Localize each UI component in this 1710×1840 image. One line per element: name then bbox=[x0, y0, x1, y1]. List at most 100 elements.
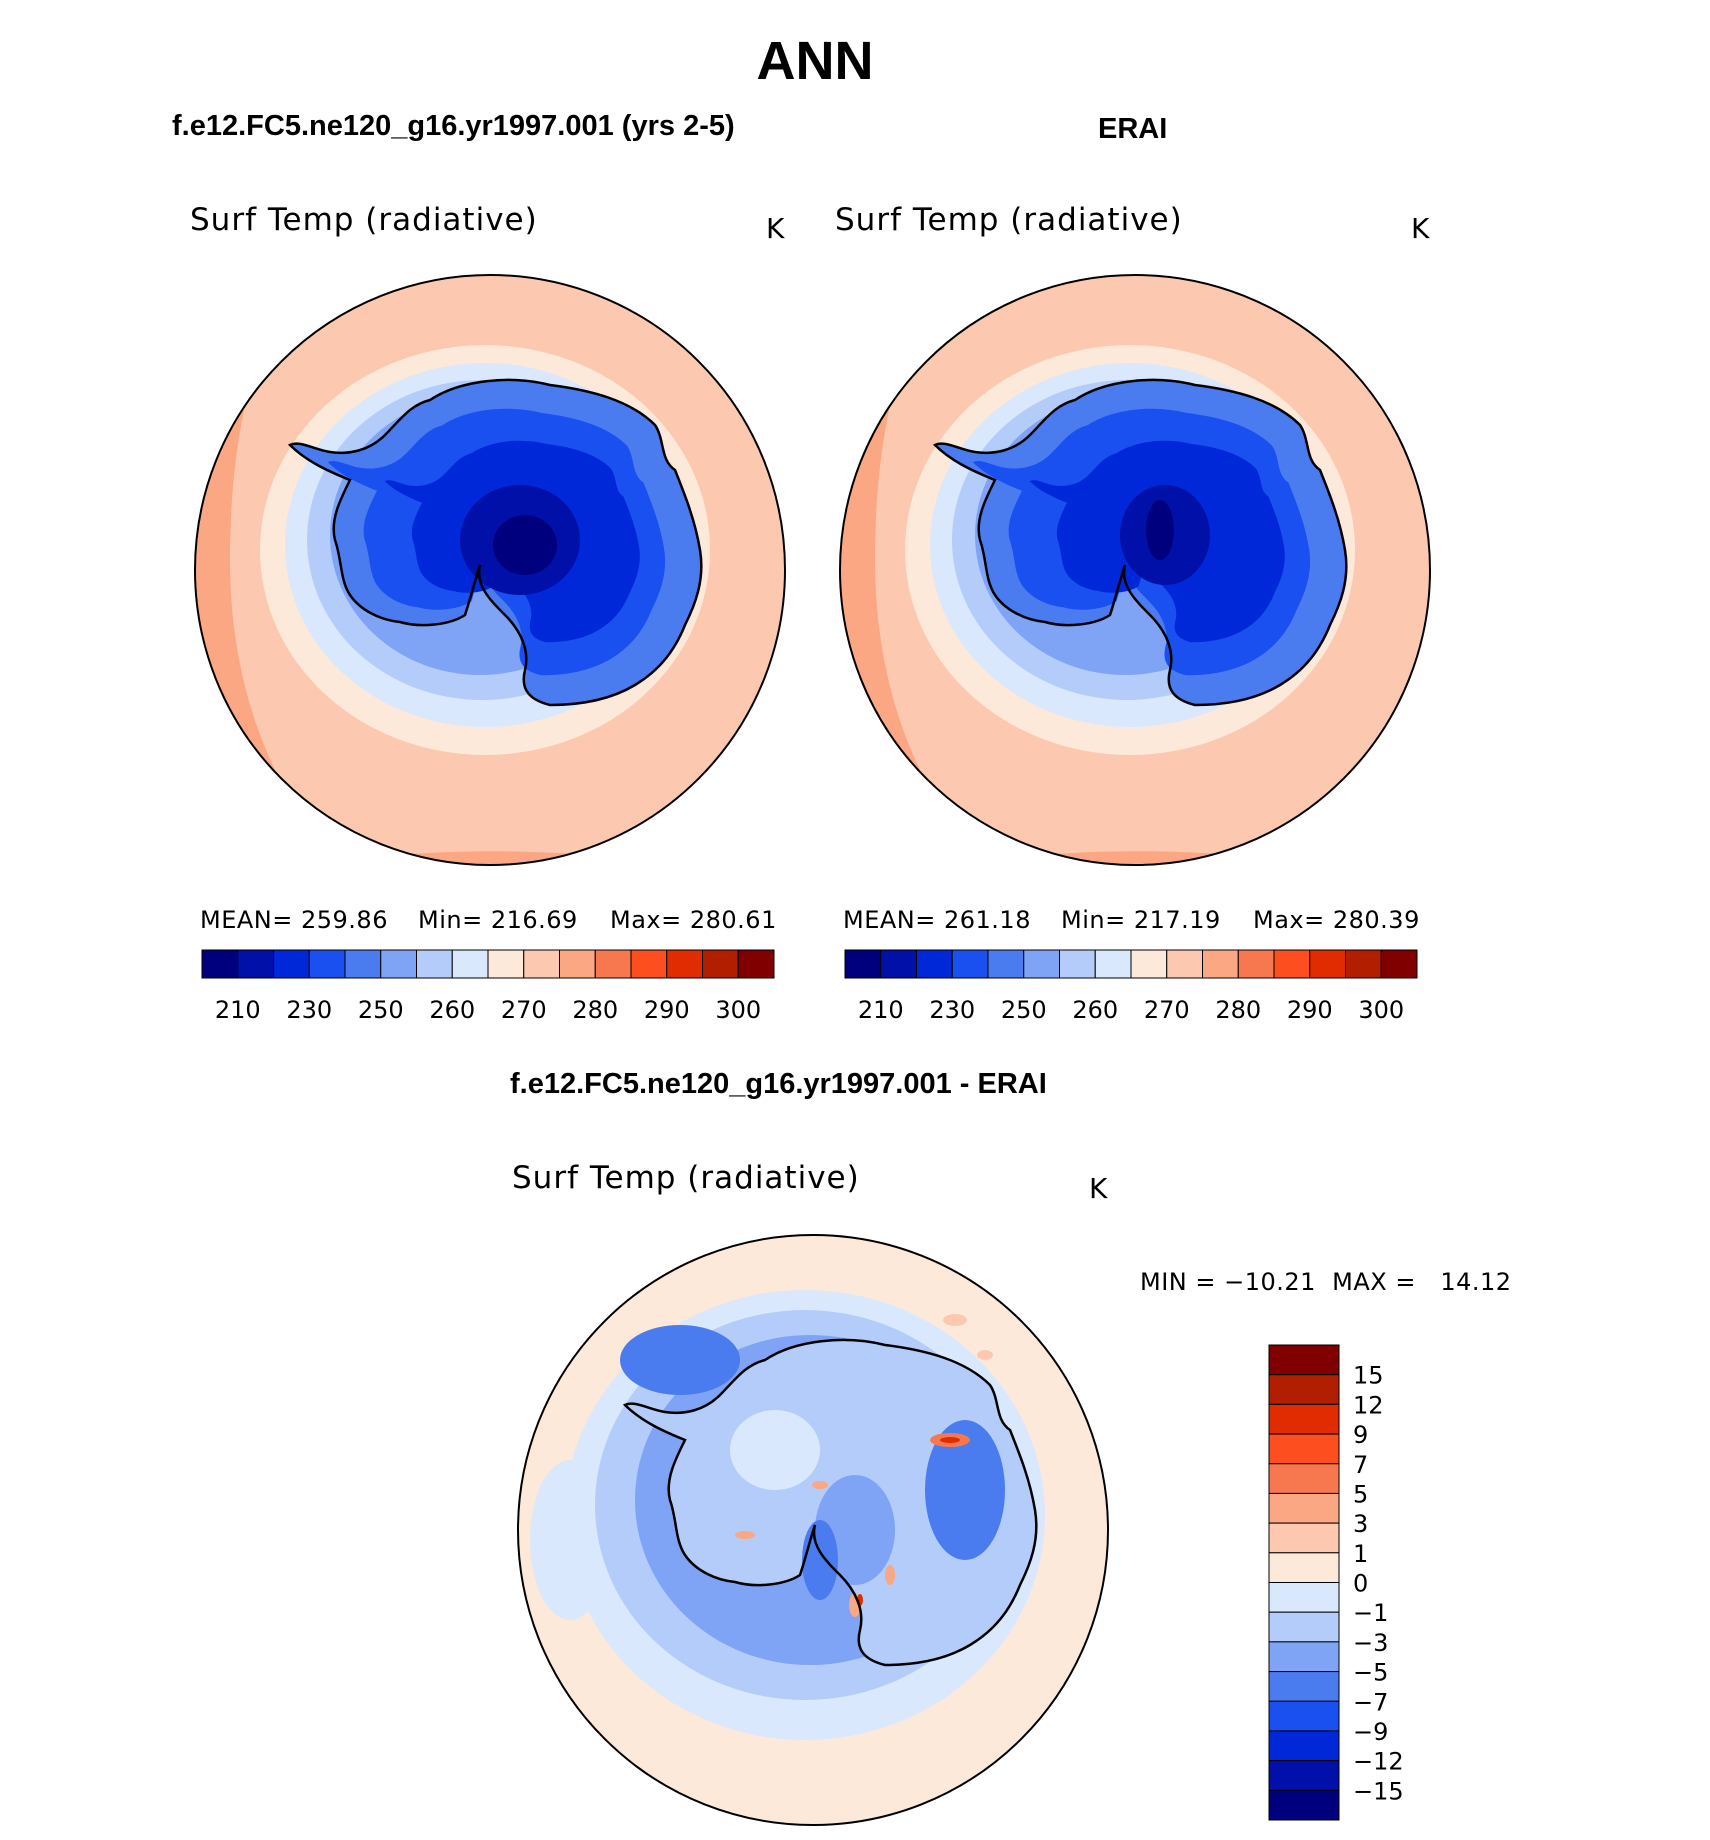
diff-colorbar-tick-label: −15 bbox=[1353, 1777, 1404, 1805]
obs-colorbar-swatch bbox=[844, 949, 882, 979]
model-colorbar-swatch bbox=[523, 949, 560, 979]
diff-colorbar-tick-label: 15 bbox=[1353, 1362, 1384, 1390]
model-colorbar-swatch bbox=[273, 949, 310, 979]
diff-colorbar-swatch bbox=[1268, 1403, 1340, 1435]
obs-colorbar-swatch bbox=[1130, 949, 1168, 979]
diff-colorbar-tick-label: −9 bbox=[1353, 1718, 1388, 1746]
diff-colorbar-tick-label: −12 bbox=[1353, 1748, 1404, 1776]
obs-colorbar-swatch bbox=[1202, 949, 1239, 979]
model-variable-label: Surf Temp (radiative) bbox=[190, 202, 538, 238]
model-mean-stat: MEAN= 259.86 bbox=[200, 906, 388, 934]
diff-colorbar-swatch bbox=[1268, 1760, 1340, 1791]
model-colorbar-tick-label: 280 bbox=[572, 996, 618, 1024]
model-colorbar-swatch bbox=[666, 949, 703, 979]
diff-colorbar-swatch bbox=[1268, 1582, 1340, 1613]
model-map-border bbox=[194, 274, 786, 866]
model-polar-map bbox=[195, 275, 785, 865]
obs-polar-map bbox=[840, 275, 1430, 865]
diff-colorbar-tick-label: −7 bbox=[1353, 1688, 1388, 1716]
model-colorbar-swatch bbox=[487, 949, 525, 979]
diff-colorbar-tick-label: 12 bbox=[1353, 1391, 1384, 1419]
diff-colorbar-tick-label: 3 bbox=[1353, 1510, 1368, 1538]
obs-colorbar-swatch bbox=[1380, 949, 1418, 979]
model-colorbar-swatch bbox=[559, 949, 596, 979]
diff-map-border bbox=[517, 1234, 1109, 1826]
diff-colorbar-swatch bbox=[1268, 1700, 1340, 1732]
obs-units-label: K bbox=[1411, 212, 1430, 245]
model-colorbar-swatch bbox=[594, 949, 632, 979]
diff-colorbar-tick-label: −5 bbox=[1353, 1659, 1388, 1687]
obs-colorbar-swatch bbox=[1094, 949, 1132, 979]
model-colorbar-tick-label: 250 bbox=[358, 996, 404, 1024]
obs-colorbar-tick-label: 300 bbox=[1358, 996, 1404, 1024]
obs-variable-label: Surf Temp (radiative) bbox=[835, 202, 1183, 238]
obs-colorbar-swatch bbox=[1059, 949, 1096, 979]
diff-colorbar-tick-label: −3 bbox=[1353, 1629, 1388, 1657]
model-colorbar-swatch bbox=[702, 949, 739, 979]
model-colorbar-tick-label: 300 bbox=[715, 996, 761, 1024]
model-colorbar: 210 230 250 260 270 280 290 300 bbox=[201, 949, 775, 1024]
diff-colorbar-swatch bbox=[1268, 1433, 1340, 1465]
diff-colorbar-swatch bbox=[1268, 1730, 1340, 1762]
model-colorbar-swatch bbox=[237, 949, 274, 979]
diff-colorbar-swatch bbox=[1268, 1671, 1340, 1702]
model-case-title: f.e12.FC5.ne120_g16.yr1997.001 (yrs 2-5) bbox=[172, 110, 735, 142]
diff-units-label: K bbox=[1089, 1172, 1108, 1205]
obs-colorbar-swatch bbox=[987, 949, 1025, 979]
model-colorbar-tick-label: 260 bbox=[429, 996, 475, 1024]
obs-colorbar-swatch bbox=[1273, 949, 1311, 979]
model-colorbar-swatch bbox=[344, 949, 382, 979]
model-max-stat: Max= 280.61 bbox=[610, 906, 777, 934]
obs-max-stat: Max= 280.39 bbox=[1253, 906, 1420, 934]
model-units-label: K bbox=[766, 212, 785, 245]
obs-case-title: ERAI bbox=[1098, 113, 1168, 145]
diff-colorbar-swatch bbox=[1268, 1522, 1340, 1554]
diff-variable-label: Surf Temp (radiative) bbox=[512, 1160, 860, 1196]
model-colorbar-swatch bbox=[737, 949, 775, 979]
obs-colorbar-swatch bbox=[1345, 949, 1382, 979]
obs-map-border bbox=[839, 274, 1431, 866]
model-colorbar-swatch bbox=[416, 949, 453, 979]
obs-mean-stat: MEAN= 261.18 bbox=[843, 906, 1031, 934]
model-colorbar-tick-label: 230 bbox=[286, 996, 332, 1024]
obs-colorbar-tick-label: 230 bbox=[929, 996, 975, 1024]
obs-colorbar-swatch bbox=[916, 949, 953, 979]
model-colorbar-swatch bbox=[451, 949, 489, 979]
model-colorbar-tick-label: 290 bbox=[644, 996, 690, 1024]
diff-colorbar-tick-label: 5 bbox=[1353, 1480, 1368, 1508]
obs-colorbar-swatch bbox=[1023, 949, 1060, 979]
model-min-stat: Min= 216.69 bbox=[418, 906, 578, 934]
model-colorbar-swatch bbox=[380, 949, 417, 979]
diff-colorbar-swatch bbox=[1268, 1611, 1340, 1643]
obs-colorbar-tick-label: 260 bbox=[1072, 996, 1118, 1024]
obs-min-stat: Min= 217.19 bbox=[1061, 906, 1221, 934]
diff-colorbar-swatch bbox=[1268, 1374, 1340, 1405]
diff-colorbar-swatch bbox=[1268, 1344, 1340, 1376]
diff-case-title: f.e12.FC5.ne120_g16.yr1997.001 - ERAI bbox=[510, 1068, 1047, 1100]
diff-minmax-stat: MIN = −10.21 MAX = 14.12 bbox=[1140, 1268, 1512, 1296]
diff-polar-map bbox=[518, 1235, 1108, 1825]
model-colorbar-swatch bbox=[630, 949, 668, 979]
obs-colorbar-tick-label: 290 bbox=[1287, 996, 1333, 1024]
obs-colorbar-swatch bbox=[1237, 949, 1275, 979]
diff-colorbar-tick-label: 0 bbox=[1353, 1570, 1368, 1598]
diff-colorbar-swatch bbox=[1268, 1463, 1340, 1494]
obs-colorbar-tick-label: 270 bbox=[1144, 996, 1190, 1024]
diff-colorbar-tick-label: 9 bbox=[1353, 1421, 1368, 1449]
diff-colorbar-tick-label: 1 bbox=[1353, 1540, 1368, 1568]
model-colorbar-swatch bbox=[201, 949, 239, 979]
obs-colorbar-swatch bbox=[951, 949, 989, 979]
obs-colorbar-tick-label: 210 bbox=[858, 996, 904, 1024]
diff-colorbar-tick-label: 7 bbox=[1353, 1451, 1368, 1479]
model-colorbar-tick-label: 270 bbox=[501, 996, 547, 1024]
model-colorbar-tick-label: 210 bbox=[215, 996, 261, 1024]
obs-colorbar: 210 230 250 260 270 280 290 300 bbox=[844, 949, 1418, 1024]
model-colorbar-swatch bbox=[308, 949, 346, 979]
obs-colorbar-swatch bbox=[880, 949, 917, 979]
main-title: ANN bbox=[756, 31, 874, 91]
diff-colorbar-swatch bbox=[1268, 1641, 1340, 1673]
obs-colorbar-swatch bbox=[1166, 949, 1203, 979]
obs-colorbar-tick-label: 280 bbox=[1215, 996, 1261, 1024]
